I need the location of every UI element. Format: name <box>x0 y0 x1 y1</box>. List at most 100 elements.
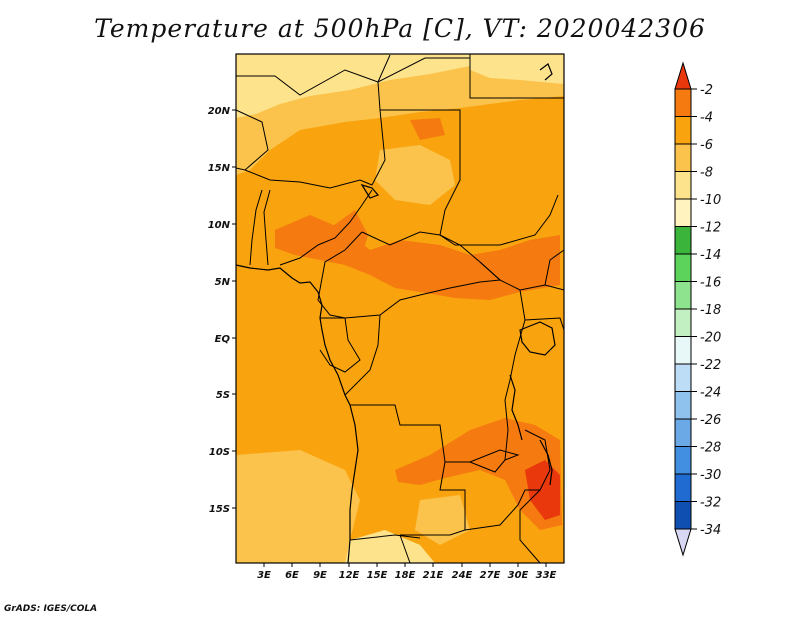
colorbar-label: -2 <box>700 83 713 98</box>
border-algeria-niger <box>236 69 379 96</box>
border-cameroon-car <box>317 231 363 319</box>
lon-label-21e: 21E <box>423 570 444 581</box>
border-niger-chad <box>371 109 386 186</box>
lon-label-15e: 15E <box>367 570 388 581</box>
colorbar: -2 -4 -6 -8 -10 -12 -14 -16 -18 -20 -22 … <box>674 61 721 557</box>
colorbar-segment <box>674 308 692 337</box>
coast-lake-tanganyika <box>509 374 523 441</box>
field-band-southwest <box>236 450 380 563</box>
border-malawi <box>524 429 551 491</box>
lat-label-15s: 15S <box>209 504 230 515</box>
border-niger-nigeria <box>244 169 373 189</box>
coast-lake-chad <box>360 183 380 199</box>
colorbar-label: -18 <box>700 303 721 318</box>
colorbar-label: -20 <box>700 331 721 346</box>
colorbar-label: -6 <box>700 138 713 153</box>
colorbar-bottom-arrow <box>674 528 692 557</box>
colorbar-segment <box>674 281 692 310</box>
colorbar-segment <box>674 88 692 117</box>
colorbar-label: -22 <box>700 358 721 373</box>
lon-label-12e: 12E <box>339 570 360 581</box>
colorbar-segment <box>674 171 692 200</box>
border-south <box>399 534 411 564</box>
coast-red-sea <box>539 63 553 81</box>
border-tanzania <box>524 317 565 331</box>
border-libya-sudan <box>377 57 470 83</box>
border-mali-niger <box>235 109 269 171</box>
colorbar-segment <box>674 391 692 420</box>
lon-label-6e: 6E <box>285 570 299 581</box>
border-libya-chad <box>377 54 391 83</box>
lon-label-33e: 33E <box>536 570 557 581</box>
temperature-field <box>236 54 564 563</box>
lat-label-10n: 10N <box>208 220 231 231</box>
map-title: Temperature at 500hPa [C], VT: 202004230… <box>94 14 706 43</box>
lat-label-5s: 5S <box>216 390 230 401</box>
border-nigeria-cameroon <box>279 189 373 266</box>
border-car-congo <box>344 279 565 319</box>
field-blob-chad <box>375 145 455 205</box>
field-warm-patch-cameroon <box>330 210 368 262</box>
colorbar-top-arrow <box>674 61 692 90</box>
colorbar-segment <box>674 143 692 172</box>
lon-label-18e: 18E <box>395 570 416 581</box>
colorbar-label: -24 <box>700 386 721 401</box>
colorbar-label: -12 <box>700 221 721 236</box>
lon-label-3e: 3E <box>257 570 271 581</box>
border-zambia-zimbabwe <box>464 489 526 531</box>
lat-label-eq: EQ <box>215 334 231 345</box>
lat-label-5n: 5N <box>215 277 231 288</box>
colorbar-segment <box>674 501 692 530</box>
colorbar-label: -16 <box>700 276 721 291</box>
colorbar-label: -26 <box>700 413 721 428</box>
colorbar-segment <box>674 363 692 392</box>
border-kenya-ethiopia <box>544 249 565 286</box>
grads-credit: GrADS: IGES/COLA <box>4 604 98 614</box>
lon-label-9e: 9E <box>313 570 327 581</box>
colorbar-label: -30 <box>700 468 721 483</box>
border-gabon-congo <box>319 317 361 373</box>
longitude-axis: 3E 6E 9E 12E 15E 18E 21E 24E 27E 30E 33E <box>257 563 557 581</box>
coastline <box>235 63 556 564</box>
colorbar-segment <box>674 198 692 227</box>
colorbar-label: -34 <box>700 523 721 538</box>
field-warm-patch-north <box>410 118 445 140</box>
colorbar-label: -8 <box>700 166 713 181</box>
colorbar-segment <box>674 226 692 255</box>
colorbar-label: -28 <box>700 441 721 456</box>
coast-lake-malawi <box>539 439 553 486</box>
country-boundaries <box>235 54 565 564</box>
border-southsudan-drc <box>479 261 501 281</box>
lon-label-30e: 30E <box>508 570 529 581</box>
latitude-axis: 20N 15N 10N 5N EQ 5S 10S 15S <box>208 106 236 515</box>
lat-label-15n: 15N <box>208 163 231 174</box>
field-band-north-pale <box>236 54 470 118</box>
colorbar-segment <box>674 418 692 447</box>
colorbar-segment <box>674 473 692 502</box>
field-warm-band-south <box>395 418 562 530</box>
colorbar-segment <box>674 336 692 365</box>
colorbar-label: -4 <box>700 111 713 126</box>
colorbar-label: -10 <box>700 193 721 208</box>
coast-west-africa <box>235 264 359 564</box>
colorbar-segment <box>674 116 692 145</box>
border-egypt-sudan <box>469 54 564 99</box>
lon-label-27e: 27E <box>480 570 501 581</box>
colorbar-label: -32 <box>700 496 721 511</box>
border-drc-zambia <box>469 449 520 463</box>
colorbar-label: -14 <box>700 248 721 263</box>
border-mozambique <box>519 489 541 564</box>
border-angola-zambia <box>400 461 466 536</box>
lat-label-10s: 10S <box>209 447 230 458</box>
border-sudan-southsudan <box>455 194 559 246</box>
colorbar-segment <box>674 253 692 282</box>
border-angola-drc <box>350 404 506 473</box>
border-congo-drc <box>344 314 381 396</box>
plot-frame <box>235 53 565 564</box>
field-band-northeast-pale <box>470 54 564 84</box>
colorbar-segment <box>674 446 692 475</box>
lat-label-20n: 20N <box>208 106 231 117</box>
border-nigeria-benin <box>263 189 271 266</box>
border-benin-togo <box>249 189 263 266</box>
